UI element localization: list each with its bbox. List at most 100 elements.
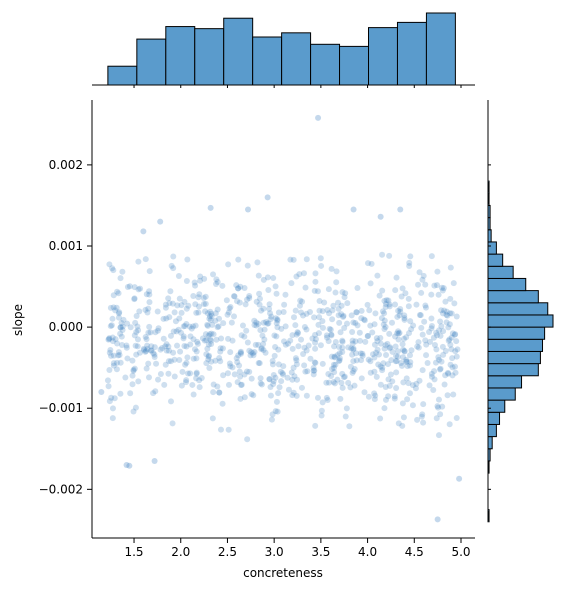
scatter-point [175, 272, 182, 279]
scatter-point [260, 346, 267, 353]
scatter-point [352, 338, 359, 345]
scatter-point [140, 345, 147, 352]
scatter-point [365, 356, 372, 363]
scatter-points [98, 114, 463, 523]
scatter-point [371, 321, 378, 328]
scatter-point [193, 370, 200, 377]
scatter-point [256, 301, 263, 308]
scatter-point [377, 415, 384, 422]
scatter-point [207, 308, 214, 315]
scatter-point [284, 374, 291, 381]
scatter-point [358, 357, 365, 364]
scatter-point [281, 301, 288, 308]
scatter-point [244, 339, 251, 346]
scatter-point [338, 379, 345, 386]
scatter-point [436, 366, 443, 373]
scatter-point [382, 383, 389, 390]
scatter-point [340, 312, 347, 319]
scatter-point [328, 265, 335, 272]
scatter-point [165, 370, 172, 377]
scatter-point [208, 337, 215, 344]
scatter-point [130, 367, 137, 374]
scatter-point [382, 304, 389, 311]
scatter-point [416, 311, 423, 318]
scatter-point [387, 344, 394, 351]
scatter-point [194, 340, 201, 347]
scatter-point [379, 251, 386, 258]
scatter-point [177, 348, 184, 355]
scatter-point [373, 349, 380, 356]
scatter-point [258, 381, 265, 388]
scatter-point [193, 375, 200, 382]
scatter-point [328, 331, 335, 338]
scatter-point [155, 325, 162, 332]
scatter-point [273, 333, 280, 340]
scatter-point [292, 355, 299, 362]
scatter-point [279, 370, 286, 377]
right-hist-bar [487, 387, 516, 401]
scatter-point [434, 268, 441, 275]
scatter-point [393, 357, 400, 364]
scatter-point [160, 335, 167, 342]
scatter-point [192, 301, 199, 308]
scatter-point [259, 332, 266, 339]
scatter-point [161, 381, 168, 388]
scatter-point [231, 293, 238, 300]
scatter-point [180, 323, 187, 330]
scatter-point [114, 288, 121, 295]
scatter-point [428, 322, 435, 329]
scatter-point [365, 332, 372, 339]
scatter-point [447, 341, 454, 348]
scatter-point [162, 301, 169, 308]
scatter-point [110, 360, 117, 367]
scatter-point [258, 346, 265, 353]
scatter-point [400, 346, 407, 353]
scatter-point [123, 344, 130, 351]
scatter-point [453, 338, 460, 345]
scatter-point [406, 263, 413, 270]
scatter-point [185, 302, 192, 309]
scatter-point [374, 346, 381, 353]
scatter-point [456, 475, 463, 482]
scatter-point [106, 367, 113, 374]
x-tick-label: 4.0 [358, 545, 377, 559]
scatter-point [389, 378, 396, 385]
scatter-point [241, 371, 248, 378]
scatter-point [270, 378, 277, 385]
scatter-point [120, 316, 127, 323]
scatter-point [123, 462, 130, 468]
scatter-point [303, 392, 310, 399]
scatter-point [110, 352, 117, 359]
scatter-point [191, 279, 198, 286]
scatter-point [315, 321, 322, 328]
scatter-point [238, 332, 245, 339]
scatter-point [453, 313, 460, 320]
scatter-point [162, 304, 169, 311]
scatter-point [329, 307, 336, 314]
scatter-point [131, 365, 138, 372]
scatter-point [193, 348, 200, 355]
scatter-point [144, 342, 151, 349]
scatter-point [135, 286, 142, 293]
scatter-point [204, 321, 211, 328]
scatter-point [437, 332, 444, 339]
scatter-point [382, 396, 389, 403]
x-tick-label: 2.5 [218, 545, 237, 559]
scatter-point [214, 306, 221, 313]
scatter-point [343, 320, 350, 327]
scatter-point [132, 404, 139, 411]
scatter-point [349, 337, 356, 344]
scatter-point [294, 329, 301, 336]
scatter-point [299, 298, 306, 305]
scatter-point [261, 326, 268, 333]
scatter-point [169, 420, 176, 427]
scatter-point [115, 314, 122, 321]
scatter-point [170, 253, 177, 260]
scatter-point [212, 357, 219, 364]
scatter-point [256, 290, 263, 297]
scatter-point [145, 360, 152, 367]
scatter-point [159, 345, 166, 352]
scatter-point [428, 291, 435, 298]
scatter-point [385, 393, 392, 400]
